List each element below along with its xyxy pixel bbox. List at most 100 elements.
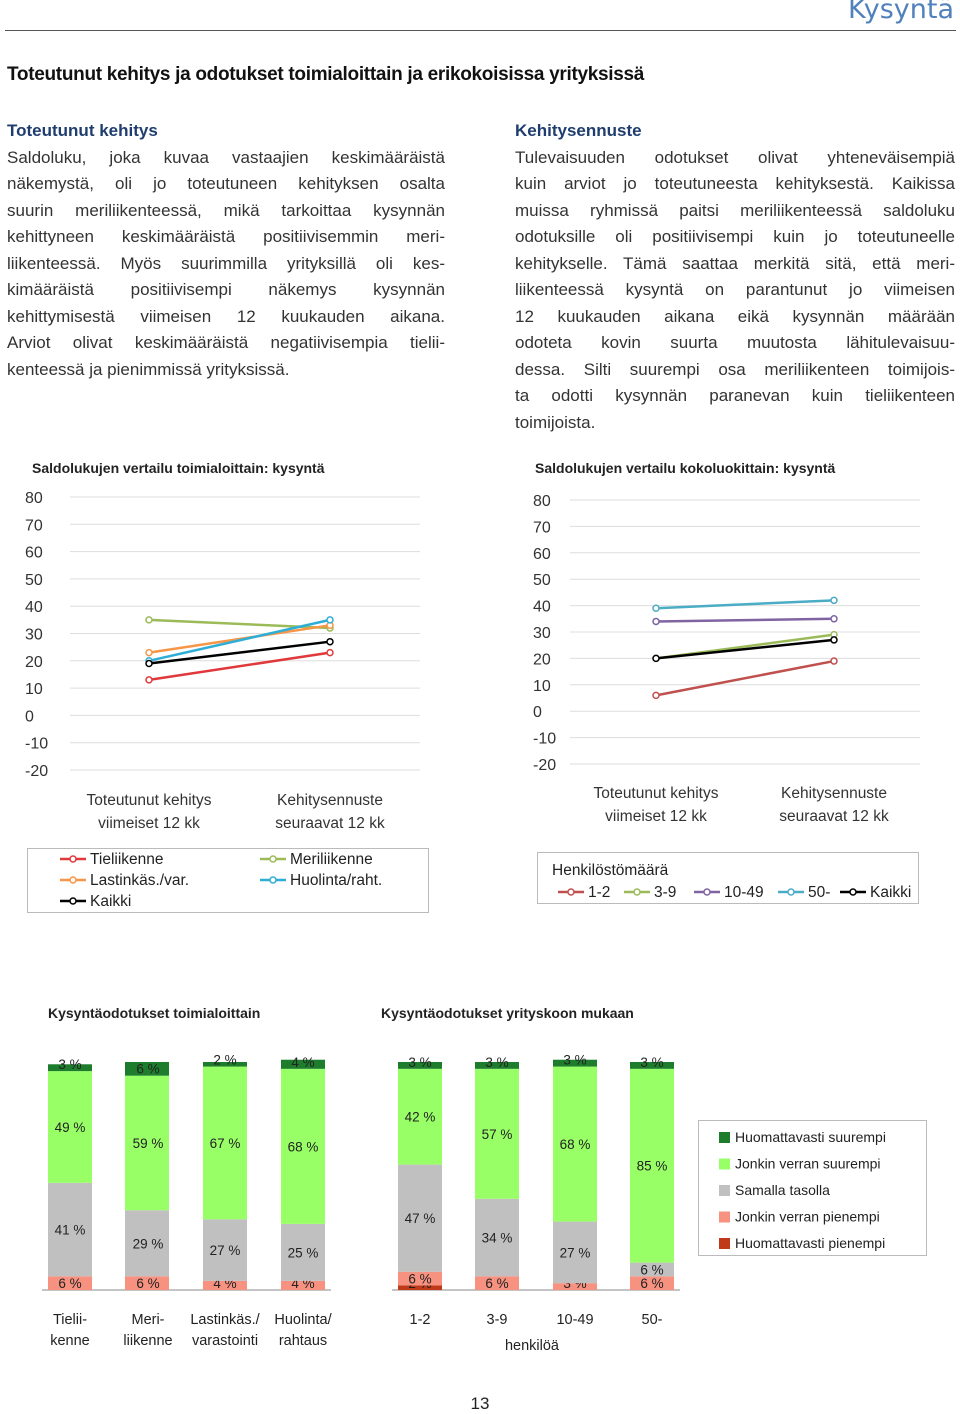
- bar-legend-swatch: [719, 1238, 730, 1249]
- bar-legend-swatch: [719, 1132, 730, 1143]
- bar1-value-label: 41 %: [55, 1223, 86, 1238]
- right-body-line: 12 kuukauden aikana eikä kysynnän määrää…: [515, 306, 955, 326]
- lc1-series-line: [148, 651, 331, 682]
- right-body-line: muissa ryhmissä paitsi meriliikenteessä …: [515, 200, 955, 220]
- bar2-segment: [475, 1198, 519, 1277]
- bar1-category-label: rahtaus: [279, 1333, 327, 1349]
- bar2-segment: [398, 1062, 442, 1069]
- right-body-line: ta odotti kysynnän paranevan kuin tielii…: [515, 386, 955, 405]
- bar2-value-label: 6 %: [485, 1276, 508, 1291]
- bar1-value-label: 59 %: [133, 1136, 164, 1151]
- right-body-line: kuin arviot jo toteutuneesta kehityksest…: [515, 174, 955, 193]
- lc1-ytick: 0: [25, 708, 34, 725]
- lc2-point: [830, 657, 838, 665]
- leg2-label: Kaikki: [870, 884, 911, 901]
- right-body-line: toimijoista.: [515, 412, 596, 432]
- bar2-segment: [553, 1066, 597, 1222]
- bar2-segment: [398, 1285, 442, 1290]
- line-chart-industries: 80 70 60 50 40 30 20 10 0 -10 -20 Toteutunut kehity…: [25, 490, 420, 832]
- bar2-value-label: 34 %: [482, 1231, 513, 1246]
- lc2-ytick: 50: [533, 572, 551, 589]
- lc2-ytick: 20: [533, 651, 551, 668]
- lc1-point: [145, 659, 153, 668]
- left-text-column: Toteutunut kehitys Saldoluku, joka kuvaa…: [7, 118, 445, 383]
- lc2-ytick: 40: [533, 599, 551, 616]
- bar1-value-label: 4 %: [291, 1055, 314, 1070]
- lc2-xtick: Kehitysennuste: [781, 785, 887, 802]
- bar1-category-label: Huolinta/: [274, 1312, 332, 1328]
- section-label: Kysyntä: [847, 0, 954, 25]
- bar1-segment: [125, 1062, 169, 1076]
- lc2-series-line: [655, 617, 835, 623]
- bar-chart-1-title: Kysyntäodotukset toimialoittain: [48, 1005, 261, 1021]
- bar2-segment: [398, 1068, 442, 1165]
- bar1-segment: [48, 1276, 92, 1290]
- bar-legend-label: Samalla tasolla: [735, 1182, 830, 1198]
- bar2-value-label: 85 %: [637, 1159, 668, 1174]
- lc2-point: [652, 617, 660, 626]
- bar2-segment: [398, 1271, 442, 1286]
- stacked-bar-charts: 6 % 41 % 49 % 3 % Tielii-kenne 6 % 29 % 59 % 6 %…: [42, 1053, 680, 1354]
- lc1-ytick: 50: [25, 572, 43, 589]
- right-body-line: dessa. Silti suurempi osa meriliikenteen…: [515, 359, 955, 379]
- line-chart-sizes: 80 70 60 50 40 30 20 10 0 -10 -20 Toteutunut kehity…: [533, 493, 920, 825]
- lc1-ytick: 30: [25, 627, 43, 644]
- right-body-line: kehitykselle. Tämä saattaa merkitä sitä,…: [515, 253, 955, 273]
- leg1-swatch-marker: [69, 855, 77, 863]
- bar2-value-label: 57 %: [482, 1127, 513, 1142]
- lc1-series-line: [148, 640, 331, 665]
- line-chart-2-title: Saldolukujen vertailu kokoluokittain: ky…: [535, 460, 836, 476]
- left-body-line: suurin meriliikenteessä, mikä tarkoittaa…: [7, 200, 445, 220]
- lc1-point: [326, 616, 334, 624]
- bar1-segment: [48, 1182, 92, 1277]
- page-number: 13: [470, 1394, 490, 1413]
- bar1-segment: [281, 1223, 325, 1281]
- leg2-swatch-marker: [849, 888, 857, 896]
- bar-legend-swatch: [719, 1185, 730, 1196]
- bar1-value-label: 68 %: [288, 1139, 319, 1154]
- page-title: Toteutunut kehitys ja odotukset toimialo…: [7, 64, 645, 85]
- bar2-segment: [630, 1262, 674, 1277]
- bar1-category-label: Lastinkäs./: [190, 1312, 260, 1328]
- lc2-point: [652, 691, 660, 700]
- lc1-ytick: 60: [25, 545, 43, 562]
- bar2-category-label: 10-49: [556, 1312, 593, 1328]
- leg2-swatch-marker: [703, 888, 711, 896]
- leg2-label: 1-2: [588, 884, 610, 901]
- bar2-segment: [398, 1164, 442, 1272]
- lc1-series-line: [148, 624, 331, 654]
- lc1-xtick: Toteutunut kehitys: [87, 792, 212, 809]
- lc2-ytick: -10: [533, 731, 556, 748]
- lc1-point: [145, 676, 153, 684]
- lc1-xtick: seuraavat 12 kk: [275, 815, 385, 832]
- left-heading: Toteutunut kehitys: [7, 121, 158, 140]
- bar1-value-label: 2 %: [213, 1053, 236, 1068]
- lc1-point: [326, 648, 334, 657]
- bar1-category-label: Tielii-: [53, 1312, 87, 1328]
- bar1-category-label: liikenne: [123, 1333, 172, 1349]
- line-chart-1-title: Saldolukujen vertailu toimialoittain: ky…: [32, 460, 325, 476]
- bar1-segment: [203, 1066, 247, 1220]
- leg1-swatch-marker: [69, 876, 77, 884]
- bar1-value-label: 67 %: [210, 1136, 241, 1151]
- bar2-value-label: 3 %: [563, 1053, 586, 1068]
- bar1-segment: [125, 1276, 169, 1290]
- lc2-xtick: viimeiset 12 kk: [605, 808, 707, 825]
- bar1-value-label: 6 %: [136, 1276, 159, 1291]
- left-body-line: kehittyneen keskimääräistä positiivisemm…: [7, 227, 445, 246]
- bar2-category-label: 50-: [642, 1312, 663, 1328]
- bar2-value-label: 47 %: [405, 1211, 436, 1226]
- bar1-category-label: varastointi: [192, 1333, 258, 1349]
- bar2-value-label: 3 %: [640, 1055, 663, 1070]
- right-body-line: liikenteessä kysyntä on parantunut jo vi…: [515, 280, 955, 299]
- bar1-segment: [125, 1210, 169, 1277]
- line-chart-2-legend: Henkilöstömäärä 1-2 3-9 10-49 50- Kaikki: [537, 852, 919, 904]
- left-body-line: kehittymisestä viimeisen 12 kuukauden ai…: [7, 306, 445, 326]
- lc2-ytick: 70: [533, 519, 551, 536]
- bar2-value-label: 6 %: [408, 1271, 431, 1286]
- lc2-point: [652, 654, 660, 663]
- left-body-line: kenteessä ja pienimmissä yrityksissä.: [7, 359, 290, 379]
- line-chart-1-legend: Tieliikenne Meriliikenne Lastinkäs./var. Hu…: [27, 848, 429, 913]
- leg1-label: Huolinta/raht.: [290, 872, 382, 889]
- left-body-line: Saldoluku, joka kuvaa vastaajien keskimä…: [7, 147, 445, 167]
